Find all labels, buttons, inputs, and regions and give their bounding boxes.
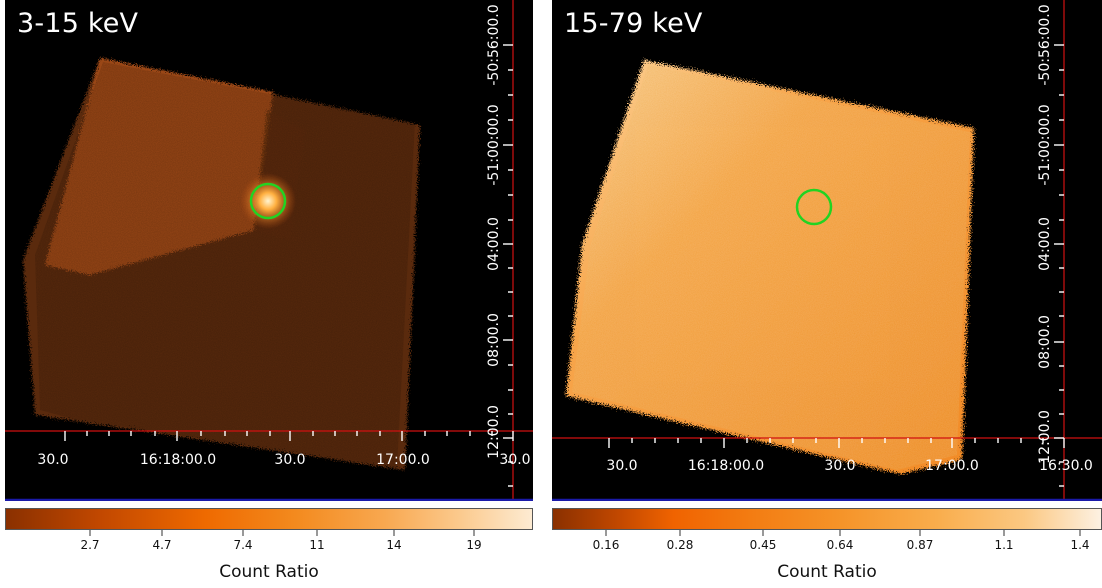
left-colorbar-label-3: 11 (309, 538, 325, 552)
right-ra-label-1: 16:18:00.0 (688, 458, 764, 474)
right-energy-band-label: 15-79 keV (564, 8, 703, 39)
right-colorbar-title: Count Ratio (777, 562, 877, 582)
right-colorbar: 0.16 0.28 0.45 0.64 0.87 1.1 1.4 Count R… (552, 506, 1102, 588)
left-ra-label-3: 17:00.0 (376, 452, 430, 468)
right-dec-label-3: 08:00.0 (1037, 315, 1053, 369)
right-ra-label-4: 16:30.0 (1039, 458, 1093, 474)
left-colorbar-ticks (89, 530, 475, 536)
right-colorbar-label-5: 1.1 (994, 538, 1014, 552)
right-source-region-circle[interactable] (795, 188, 833, 226)
left-image-panel: 30.0 16:18:00.0 30.0 17:00.0 30.0 -50:56… (0, 0, 546, 588)
right-dec-tick-marks (1054, 44, 1064, 487)
right-colorbar-label-4: 0.87 (906, 538, 934, 552)
right-ra-label-0: 30.0 (606, 458, 637, 474)
right-image-svg: 30.0 16:18:00.0 30.0 17:00.0 16:30.0 -50… (552, 0, 1102, 501)
left-source-region-circle[interactable] (249, 182, 287, 220)
left-ra-label-4: 30.0 (499, 452, 530, 468)
right-image-panel: 30.0 16:18:00.0 30.0 17:00.0 16:30.0 -50… (552, 0, 1102, 588)
left-ra-label-2: 30.0 (274, 452, 305, 468)
left-colorbar-label-0: 2.7 (80, 538, 100, 552)
right-dec-label-2: 04:00.0 (1037, 217, 1053, 271)
left-dec-label-4: 12:00.0 (486, 405, 502, 459)
right-dec-label-1: -51:00:00.0 (1037, 104, 1053, 185)
right-ra-label-2: 30.0 (824, 458, 855, 474)
left-ra-label-0: 30.0 (37, 452, 68, 468)
left-dec-tick-marks (503, 44, 513, 487)
left-ra-tick-marks (64, 431, 514, 441)
right-colorbar-label-1: 0.28 (666, 538, 694, 552)
right-colorbar-label-6: 1.4 (1070, 538, 1090, 552)
left-image-svg: 30.0 16:18:00.0 30.0 17:00.0 30.0 -50:56… (5, 0, 533, 501)
left-colorbar-label-2: 7.4 (233, 538, 253, 552)
left-colorbar-label-5: 19 (466, 538, 482, 552)
left-dec-label-3: 08:00.0 (486, 313, 502, 367)
left-dec-label-1: -51:00:00.0 (486, 104, 502, 185)
right-colorbar-label-3: 0.64 (826, 538, 854, 552)
left-energy-band-label: 3-15 keV (17, 8, 139, 39)
right-colorbar-ticks (605, 530, 1081, 536)
left-colorbar-gradient (5, 508, 533, 530)
left-ra-label-1: 16:18:00.0 (140, 452, 216, 468)
left-bright-source (240, 173, 296, 229)
left-image-stage: 30.0 16:18:00.0 30.0 17:00.0 30.0 -50:56… (5, 0, 533, 501)
right-ra-label-3: 17:00.0 (925, 458, 979, 474)
right-dec-label-4: 12:00.0 (1037, 410, 1053, 464)
right-dec-label-0: -50:56:00.0 (1037, 4, 1053, 85)
left-colorbar-label-1: 4.7 (152, 538, 172, 552)
right-colorbar-gradient (552, 508, 1102, 530)
right-colorbar-label-0: 0.16 (592, 538, 620, 552)
right-colorbar-label-2: 0.45 (749, 538, 777, 552)
left-colorbar: 2.7 4.7 7.4 11 14 19 Count Ratio (5, 506, 533, 588)
right-ra-tick-marks (608, 438, 1065, 448)
left-colorbar-label-4: 14 (386, 538, 402, 552)
left-colorbar-title: Count Ratio (219, 562, 319, 582)
left-dec-label-0: -50:56:00.0 (486, 4, 502, 85)
right-image-stage: 30.0 16:18:00.0 30.0 17:00.0 16:30.0 -50… (552, 0, 1102, 501)
left-dec-label-2: 04:00.0 (486, 217, 502, 271)
